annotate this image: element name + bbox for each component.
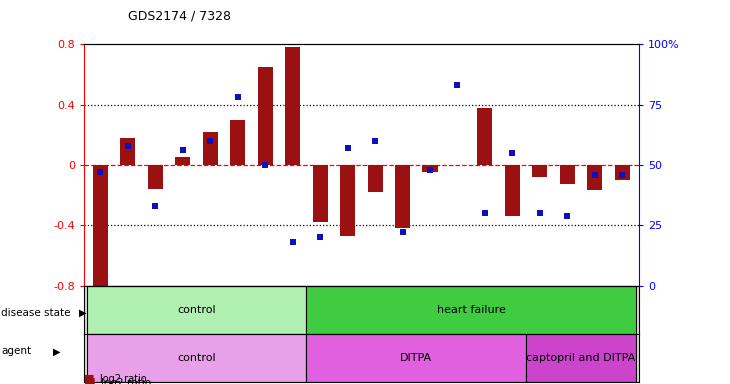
Point — [369, 137, 381, 144]
Point — [204, 137, 216, 144]
Text: ■: ■ — [84, 374, 94, 384]
Bar — [505, 165, 520, 216]
Text: agent: agent — [1, 346, 31, 356]
Point — [534, 210, 546, 216]
Bar — [340, 165, 356, 236]
Bar — [175, 157, 191, 165]
Bar — [93, 165, 108, 288]
Bar — [560, 165, 575, 184]
Bar — [120, 138, 136, 165]
Bar — [395, 165, 410, 228]
Text: GDS2174 / 7328: GDS2174 / 7328 — [128, 10, 231, 23]
Bar — [203, 132, 218, 165]
Text: ■: ■ — [84, 375, 96, 384]
Point — [479, 210, 491, 216]
Bar — [367, 165, 383, 192]
Bar — [307, 286, 636, 334]
Point — [287, 239, 299, 245]
Bar — [477, 108, 493, 165]
Bar — [258, 67, 273, 165]
Text: heart failure: heart failure — [437, 305, 506, 314]
Point — [122, 142, 134, 149]
Text: log2 ratio: log2 ratio — [100, 374, 147, 384]
Text: ▶: ▶ — [53, 346, 60, 356]
Point — [424, 167, 436, 173]
Point — [95, 169, 107, 175]
Point — [452, 82, 464, 88]
Point — [616, 171, 628, 177]
Bar — [312, 165, 328, 222]
Point — [315, 234, 326, 240]
Bar — [87, 286, 307, 334]
Point — [507, 150, 518, 156]
Bar — [526, 334, 636, 382]
Point — [150, 203, 161, 209]
Point — [396, 229, 408, 235]
Point — [232, 94, 244, 100]
Point — [561, 212, 573, 218]
Point — [589, 171, 601, 177]
Text: control: control — [177, 353, 216, 363]
Text: disease state: disease state — [1, 308, 71, 318]
Text: log2 ratio: log2 ratio — [101, 378, 152, 384]
Text: captopril and DITPA: captopril and DITPA — [526, 353, 636, 363]
Bar — [532, 165, 548, 177]
Bar — [230, 119, 245, 165]
Text: DITPA: DITPA — [400, 353, 432, 363]
Bar — [587, 165, 602, 190]
Text: ▶: ▶ — [79, 308, 86, 318]
Point — [177, 147, 188, 154]
Bar — [307, 334, 526, 382]
Bar — [87, 334, 307, 382]
Point — [342, 145, 353, 151]
Bar — [615, 165, 630, 180]
Text: control: control — [177, 305, 216, 314]
Bar — [147, 165, 163, 189]
Point — [259, 162, 271, 168]
Bar — [423, 165, 437, 172]
Bar — [285, 47, 300, 165]
